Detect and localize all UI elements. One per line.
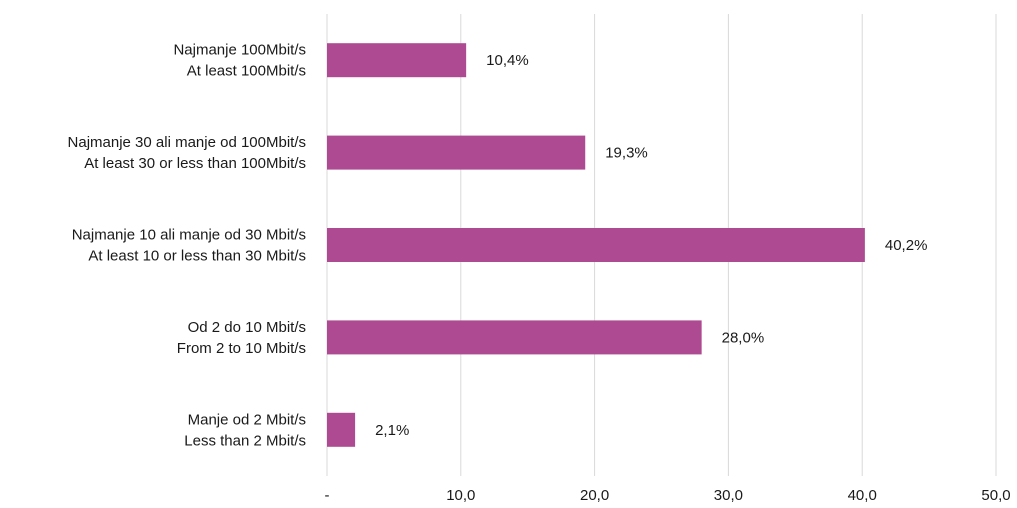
category-label-2: Najmanje 10 ali manje od 30 Mbit/s At lea… [72,227,306,265]
bar-1 [327,135,586,170]
bar-0 [327,43,467,78]
x-tick-label-0: - [325,487,330,504]
x-tick-label-3: 30,0 [714,487,743,504]
category-label-3: Od 2 do 10 Mbit/s From 2 to 10 Mbit/s [177,319,306,357]
category-label-0: Najmanje 100Mbit/s At least 100Mbit/s [173,42,306,80]
x-tick-label-2: 20,0 [580,487,609,504]
category-label-3-line-0: Od 2 do 10 Mbit/s [188,319,306,336]
category-label-1-line-0: Najmanje 30 ali manje od 100Mbit/s [68,134,306,151]
data-label-3: 28,0% [722,329,765,346]
bar-3 [327,320,702,355]
x-tick-label-4: 40,0 [848,487,877,504]
data-label-0: 10,4% [486,52,529,69]
bar-2 [327,228,865,262]
x-tick-label-1: 10,0 [446,487,475,504]
category-label-4-line-0: Manje od 2 Mbit/s [188,411,306,428]
category-label-3-line-1: From 2 to 10 Mbit/s [177,340,306,357]
category-label-4: Manje od 2 Mbit/s Less than 2 Mbit/s [184,411,306,449]
x-tick-label-5: 50,0 [981,487,1010,504]
category-label-1-line-1: At least 30 or less than 100Mbit/s [84,155,306,172]
data-label-2: 40,2% [885,237,928,254]
category-label-1: Najmanje 30 ali manje od 100Mbit/s At lea… [68,134,306,172]
bar-4 [327,412,356,447]
category-label-2-line-0: Najmanje 10 ali manje od 30 Mbit/s [72,227,306,244]
category-label-2-line-1: At least 10 or less than 30 Mbit/s [88,248,306,265]
data-label-4: 2,1% [375,422,409,439]
data-label-1: 19,3% [605,145,648,162]
category-label-0-line-1: At least 100Mbit/s [187,63,306,80]
category-label-4-line-1: Less than 2 Mbit/s [184,432,306,449]
category-label-0-line-0: Najmanje 100Mbit/s [173,42,306,59]
